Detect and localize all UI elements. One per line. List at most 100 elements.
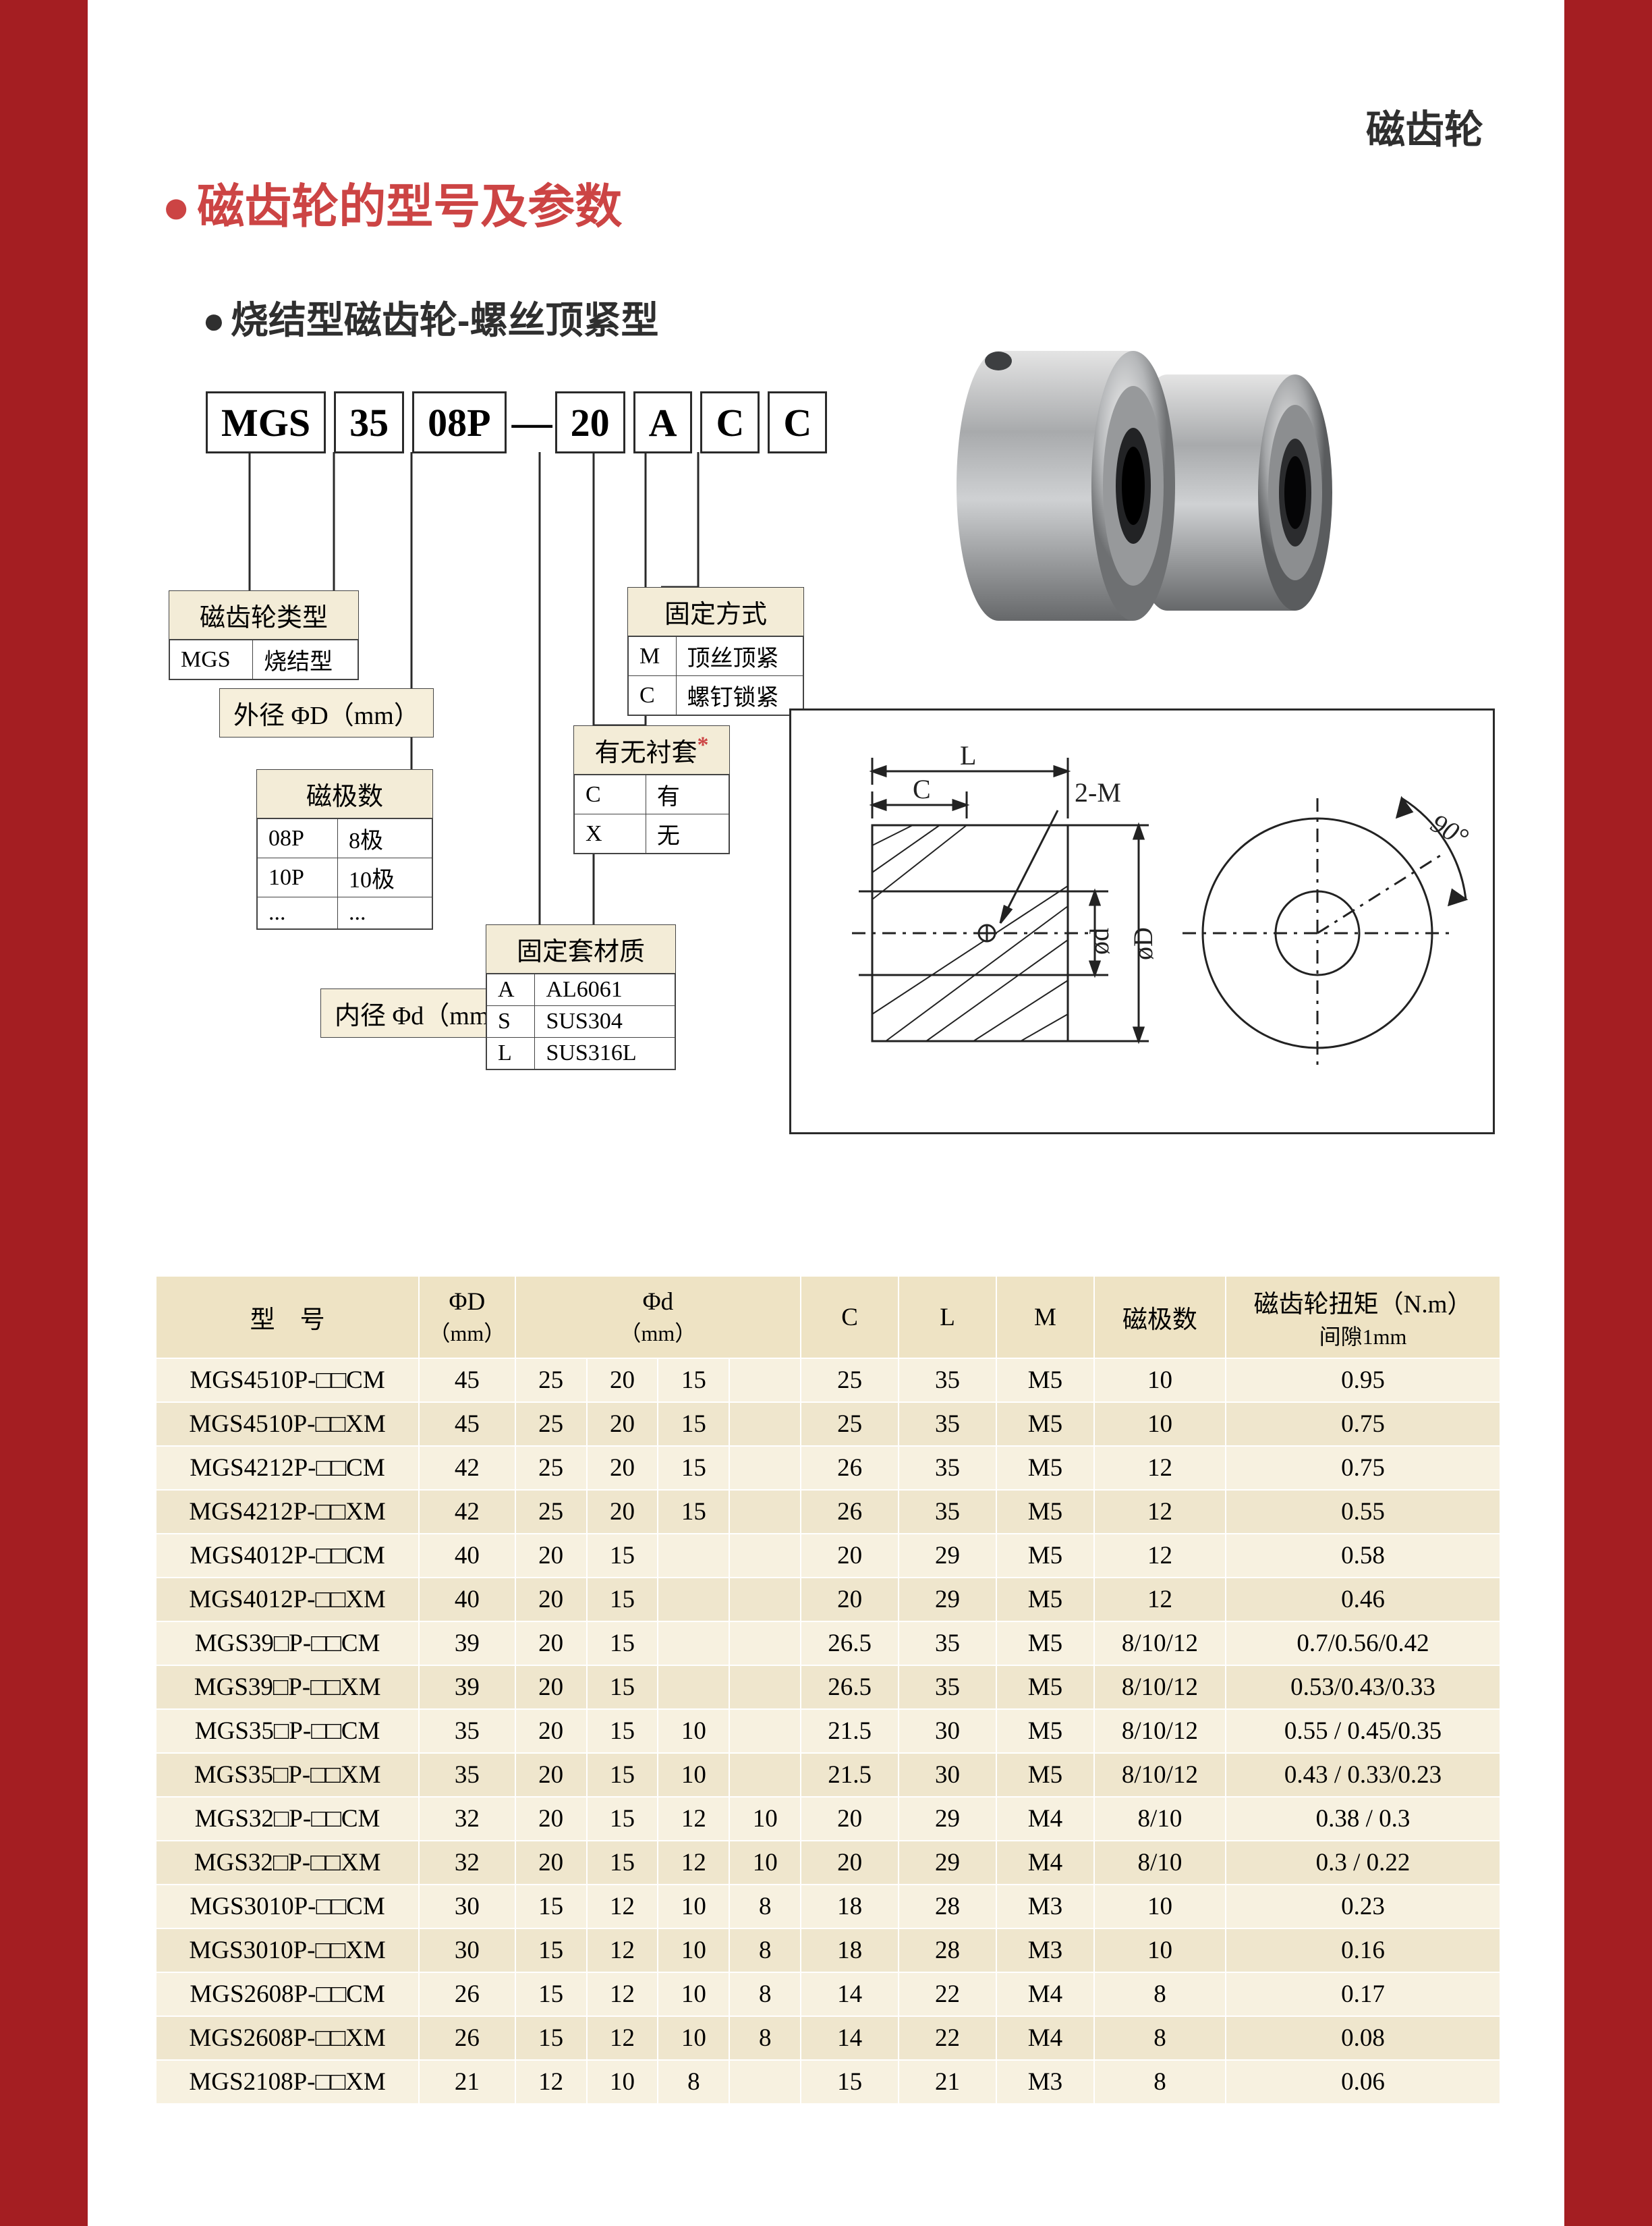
cell: 8	[729, 1928, 801, 1972]
legend-cell: ...	[258, 897, 338, 929]
cell: MGS32□P-□□CM	[156, 1797, 419, 1841]
cell: 0.55	[1226, 1490, 1500, 1534]
legend-cell: 无	[646, 814, 729, 854]
cell: M4	[996, 1797, 1094, 1841]
cell	[729, 1578, 801, 1621]
cell: 12	[587, 1928, 658, 1972]
cell: 25	[515, 1358, 587, 1402]
model-code-row: MGS 35 08P — 20 A C C	[206, 391, 835, 453]
code-mat: A	[633, 391, 693, 453]
cell: 32	[419, 1841, 515, 1885]
cell: 25	[515, 1490, 587, 1534]
cell: 45	[419, 1358, 515, 1402]
th-L: L	[899, 1276, 996, 1358]
cell: M4	[996, 1972, 1094, 2016]
table-row: MGS4510P-□□CM452520152535M5100.95	[156, 1358, 1500, 1402]
th-torque: 磁齿轮扭矩（N.m）间隙1mm	[1226, 1276, 1500, 1358]
table-row: MGS2608P-□□CM2615121081422M480.17	[156, 1972, 1500, 2016]
cell: 8	[729, 1972, 801, 2016]
cell: 25	[801, 1402, 899, 1446]
cell: 18	[801, 1928, 899, 1972]
cell: 8	[1094, 2016, 1226, 2060]
cell: 0.06	[1226, 2060, 1500, 2104]
legend-cell: 8极	[338, 819, 432, 858]
legend-type-code: MGS	[170, 640, 253, 679]
cell: 35	[899, 1402, 996, 1446]
cell: MGS2608P-□□CM	[156, 1972, 419, 2016]
cell: 30	[419, 1928, 515, 1972]
cell: 12	[515, 2060, 587, 2104]
th-poles: 磁极数	[1094, 1276, 1226, 1358]
cell	[729, 1621, 801, 1665]
cell: MGS32□P-□□XM	[156, 1841, 419, 1885]
cell: 21.5	[801, 1709, 899, 1753]
cell: 15	[587, 1534, 658, 1578]
cell: 42	[419, 1446, 515, 1490]
main-title: ●磁齿轮的型号及参数	[162, 169, 622, 237]
legend-cell: C	[575, 775, 646, 814]
cell: 12	[1094, 1446, 1226, 1490]
data-table: 型 号 ΦD（mm） Φd（mm） C L M 磁极数 磁齿轮扭矩（N.m）间隙…	[155, 1275, 1501, 2105]
cell: MGS4510P-□□XM	[156, 1402, 419, 1446]
cell: 42	[419, 1490, 515, 1534]
legend-sleeve-title: 有无衬套*	[574, 726, 729, 775]
code-od: 35	[334, 391, 404, 453]
subtitle: ●烧结型磁齿轮-螺丝顶紧型	[202, 290, 658, 345]
cell: 15	[587, 1797, 658, 1841]
svg-text:øD: øD	[1128, 927, 1158, 960]
cell: 39	[419, 1621, 515, 1665]
cell: 14	[801, 1972, 899, 2016]
cell: MGS39□P-□□XM	[156, 1665, 419, 1709]
cell: 22	[899, 1972, 996, 2016]
cell: 15	[515, 2016, 587, 2060]
cell: 0.7/0.56/0.42	[1226, 1621, 1500, 1665]
technical-drawing: C L 2-M ød øD	[789, 708, 1495, 1134]
legend-cell: L	[487, 1038, 535, 1069]
cell: 20	[801, 1841, 899, 1885]
cell: 20	[587, 1358, 658, 1402]
bullet-icon: ●	[162, 180, 190, 233]
legend-cell: M	[629, 637, 677, 676]
cell: 8/10/12	[1094, 1753, 1226, 1797]
cell: 26	[419, 2016, 515, 2060]
code-mgs: MGS	[206, 391, 326, 453]
table-row: MGS35□P-□□CM3520151021.530M58/10/120.55 …	[156, 1709, 1500, 1753]
cell: 8/10/12	[1094, 1665, 1226, 1709]
cell: 0.75	[1226, 1402, 1500, 1446]
cell: MGS4510P-□□CM	[156, 1358, 419, 1402]
th-C: C	[801, 1276, 899, 1358]
cell: 20	[801, 1534, 899, 1578]
cell: 29	[899, 1578, 996, 1621]
cell: 10	[1094, 1402, 1226, 1446]
cell: 20	[515, 1709, 587, 1753]
cell: 10	[587, 2060, 658, 2104]
cell: 20	[587, 1446, 658, 1490]
legend-cell: SUS304	[535, 1006, 675, 1038]
cell: 15	[658, 1490, 729, 1534]
table-row: MGS32□P-□□XM32201512102029M48/100.3 / 0.…	[156, 1841, 1500, 1885]
cell: M5	[996, 1402, 1094, 1446]
th-model: 型 号	[156, 1276, 419, 1358]
cell: M3	[996, 1928, 1094, 1972]
cell: 14	[801, 2016, 899, 2060]
cell: 18	[801, 1885, 899, 1928]
legend-type-title: 磁齿轮类型	[169, 591, 358, 640]
cell: 15	[587, 1578, 658, 1621]
cell: 0.23	[1226, 1885, 1500, 1928]
cell: 10	[729, 1797, 801, 1841]
table-row: MGS39□P-□□CM39201526.535M58/10/120.7/0.5…	[156, 1621, 1500, 1665]
cell: 29	[899, 1841, 996, 1885]
cell: MGS35□P-□□CM	[156, 1709, 419, 1753]
table-row: MGS32□P-□□CM32201512102029M48/100.38 / 0…	[156, 1797, 1500, 1841]
cell: 8/10	[1094, 1841, 1226, 1885]
legend-type: 磁齿轮类型 MGS 烧结型	[169, 590, 359, 680]
cell: 8	[1094, 1972, 1226, 2016]
subtitle-text: 烧结型磁齿轮-螺丝顶紧型	[231, 299, 659, 341]
th-M: M	[996, 1276, 1094, 1358]
cell: 0.3 / 0.22	[1226, 1841, 1500, 1885]
legend-poles: 磁极数 08P8极 10P10极 ......	[256, 769, 433, 930]
corner-title: 磁齿轮	[1366, 98, 1483, 155]
cell: 8	[729, 1885, 801, 1928]
cell: 0.53/0.43/0.33	[1226, 1665, 1500, 1709]
bullet-icon: ●	[202, 299, 225, 341]
